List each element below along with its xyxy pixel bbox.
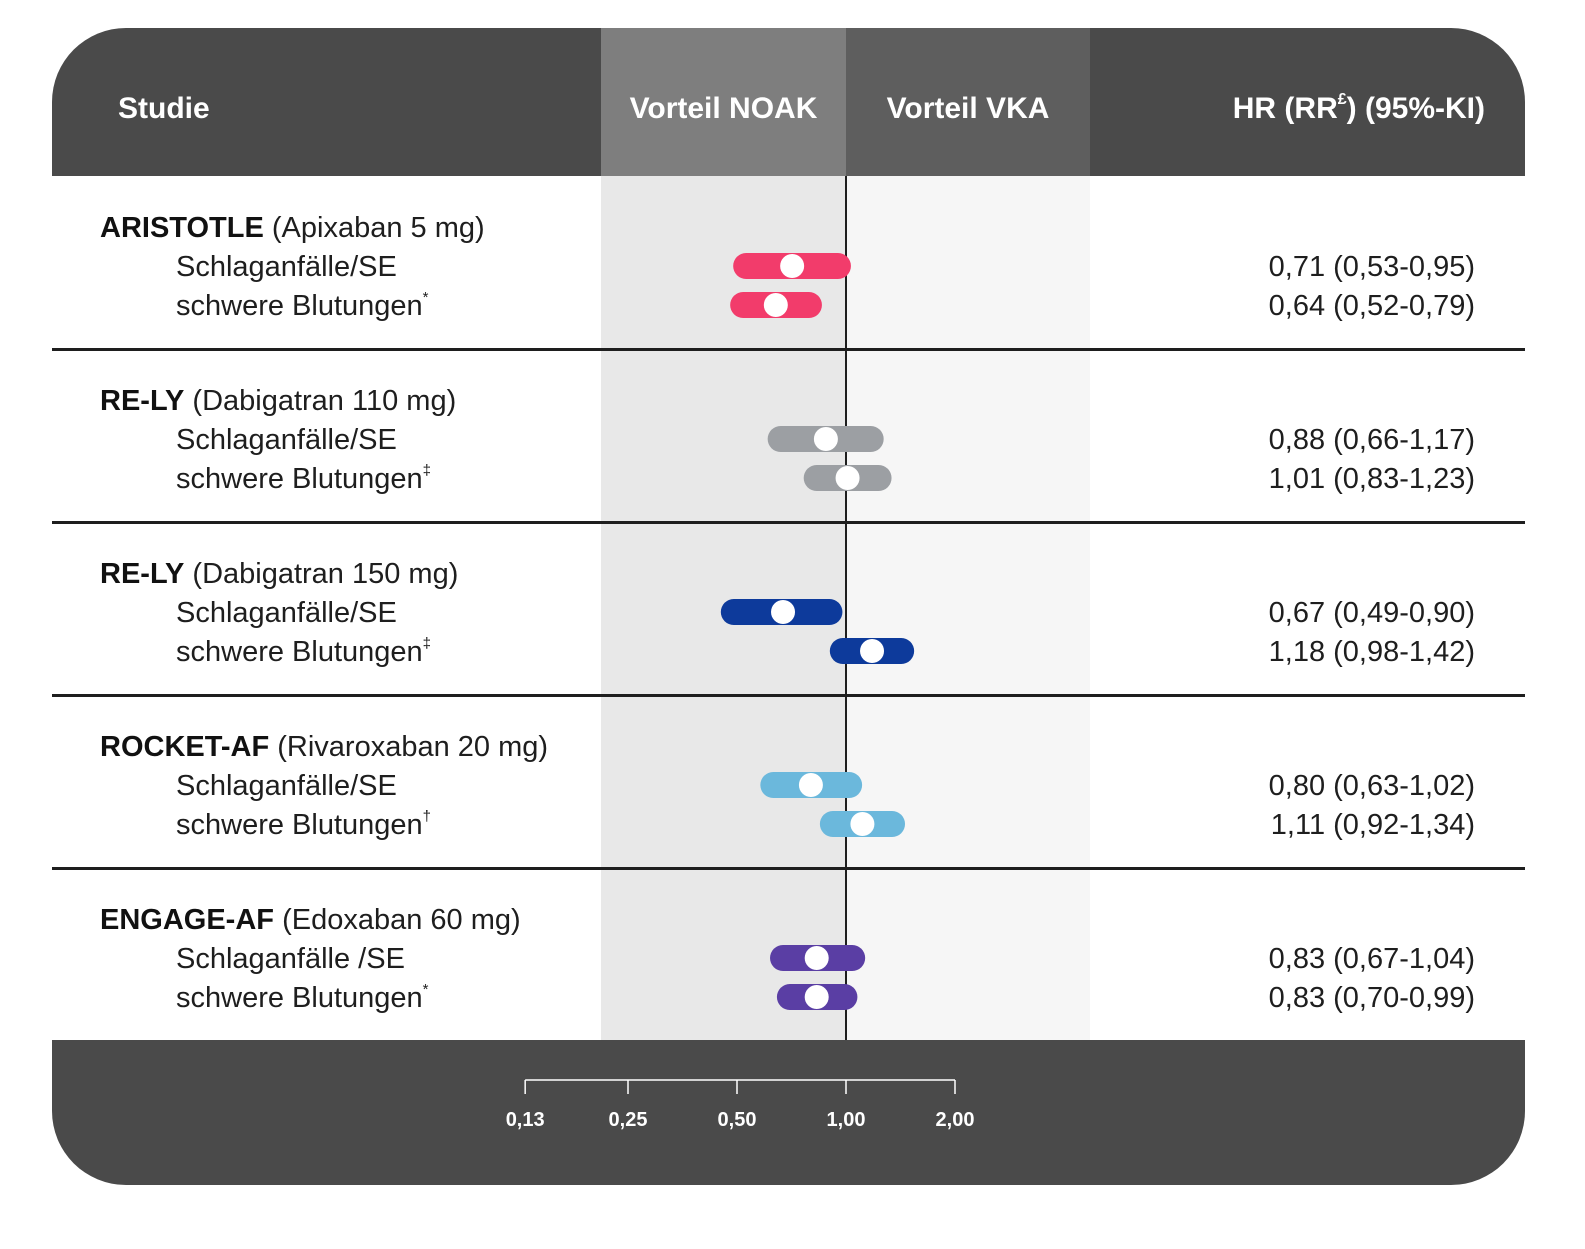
point-estimate bbox=[780, 254, 805, 278]
header-vorteil-vka: Vorteil VKA bbox=[886, 92, 1050, 125]
x-tick-label: 0,50 bbox=[718, 1109, 757, 1131]
row-separator bbox=[52, 521, 1525, 524]
study-heading: ENGAGE-AF (Edoxaban 60 mg) bbox=[100, 904, 521, 937]
point-estimate bbox=[835, 466, 860, 490]
outcome-label: schwere Blutungen† bbox=[176, 808, 431, 841]
header-vorteil-noak: Vorteil NOAK bbox=[629, 92, 818, 125]
study-drug: (Dabigatran 150 mg) bbox=[192, 558, 459, 590]
study-drug: (Rivaroxaban 20 mg) bbox=[277, 731, 549, 763]
x-tick-label: 0,13 bbox=[506, 1109, 545, 1131]
point-estimate bbox=[798, 773, 823, 797]
outcome-label: Schlaganfälle/SE bbox=[176, 597, 397, 629]
row-separator bbox=[52, 694, 1525, 697]
point-estimate bbox=[860, 639, 885, 663]
hr-value: 0,83 (0,70-0,99) bbox=[1268, 982, 1475, 1014]
hr-value: 0,83 (0,67-1,04) bbox=[1268, 943, 1475, 975]
x-tick-label: 2,00 bbox=[936, 1109, 975, 1131]
study-name: ARISTOTLE bbox=[100, 212, 264, 244]
outcome-label: Schlaganfälle/SE bbox=[176, 424, 397, 456]
study-name: ENGAGE-AF bbox=[100, 904, 274, 936]
vka-band bbox=[846, 176, 1090, 1040]
study-drug: (Edoxaban 60 mg) bbox=[282, 904, 521, 936]
hr-value: 1,01 (0,83-1,23) bbox=[1268, 463, 1475, 495]
outcome-label: schwere Blutungen‡ bbox=[176, 462, 431, 495]
forest-plot-card: Studie Vorteil NOAK Vorteil VKA HR (RR£)… bbox=[52, 28, 1525, 1185]
point-estimate bbox=[771, 600, 796, 624]
study-name: ROCKET-AF bbox=[100, 731, 270, 763]
axis-footer bbox=[52, 1040, 1525, 1185]
point-estimate bbox=[763, 293, 788, 317]
study-drug: (Apixaban 5 mg) bbox=[271, 212, 485, 244]
hr-value: 0,64 (0,52-0,79) bbox=[1268, 290, 1475, 322]
header-hr-suffix: ) (95%-KI) bbox=[1346, 92, 1485, 125]
outcome-label: schwere Blutungen‡ bbox=[176, 635, 431, 668]
row-separator bbox=[52, 867, 1525, 870]
row-separator bbox=[52, 348, 1525, 351]
x-tick-label: 1,00 bbox=[827, 1109, 866, 1131]
header-studie: Studie bbox=[118, 92, 210, 125]
outcome-label: Schlaganfälle/SE bbox=[176, 770, 397, 802]
outcome-label: schwere Blutungen* bbox=[176, 981, 429, 1014]
vka-header-cell bbox=[846, 28, 1090, 176]
study-heading: RE-LY (Dabigatran 150 mg) bbox=[100, 558, 458, 591]
table-header: Studie Vorteil NOAK Vorteil VKA HR (RR£)… bbox=[52, 28, 1525, 176]
hr-value: 0,88 (0,66-1,17) bbox=[1268, 424, 1475, 456]
outcome-label: schwere Blutungen* bbox=[176, 289, 429, 322]
header-hr: HR (RR£) (95%-KI) bbox=[1232, 91, 1485, 126]
outcome-label: Schlaganfälle/SE bbox=[176, 251, 397, 283]
hr-value: 1,11 (0,92-1,34) bbox=[1270, 809, 1475, 841]
hr-value: 0,67 (0,49-0,90) bbox=[1268, 597, 1475, 629]
study-heading: RE-LY (Dabigatran 110 mg) bbox=[100, 385, 456, 418]
x-tick-label: 0,25 bbox=[609, 1109, 648, 1131]
header-hr-prefix: HR (RR bbox=[1232, 92, 1338, 125]
hr-value: 0,71 (0,53-0,95) bbox=[1268, 251, 1475, 283]
study-name: RE-LY bbox=[100, 385, 185, 417]
study-name: RE-LY bbox=[100, 558, 185, 590]
noak-header-cell bbox=[601, 28, 846, 176]
hr-value: 1,18 (0,98-1,42) bbox=[1268, 636, 1475, 668]
study-heading: ARISTOTLE (Apixaban 5 mg) bbox=[100, 212, 485, 245]
point-estimate bbox=[813, 427, 838, 451]
outcome-label: Schlaganfälle /SE bbox=[176, 943, 405, 975]
point-estimate bbox=[850, 812, 875, 836]
point-estimate bbox=[804, 985, 829, 1009]
study-heading: ROCKET-AF (Rivaroxaban 20 mg) bbox=[100, 731, 548, 764]
header-hr-sup: £ bbox=[1337, 91, 1347, 108]
forest-plot-svg: 0,13 0,25 0,50 1,00 2,00 bbox=[506, 176, 975, 1131]
study-drug: (Dabigatran 110 mg) bbox=[192, 385, 457, 417]
point-estimate bbox=[804, 946, 829, 970]
hr-value: 0,80 (0,63-1,02) bbox=[1268, 770, 1475, 802]
